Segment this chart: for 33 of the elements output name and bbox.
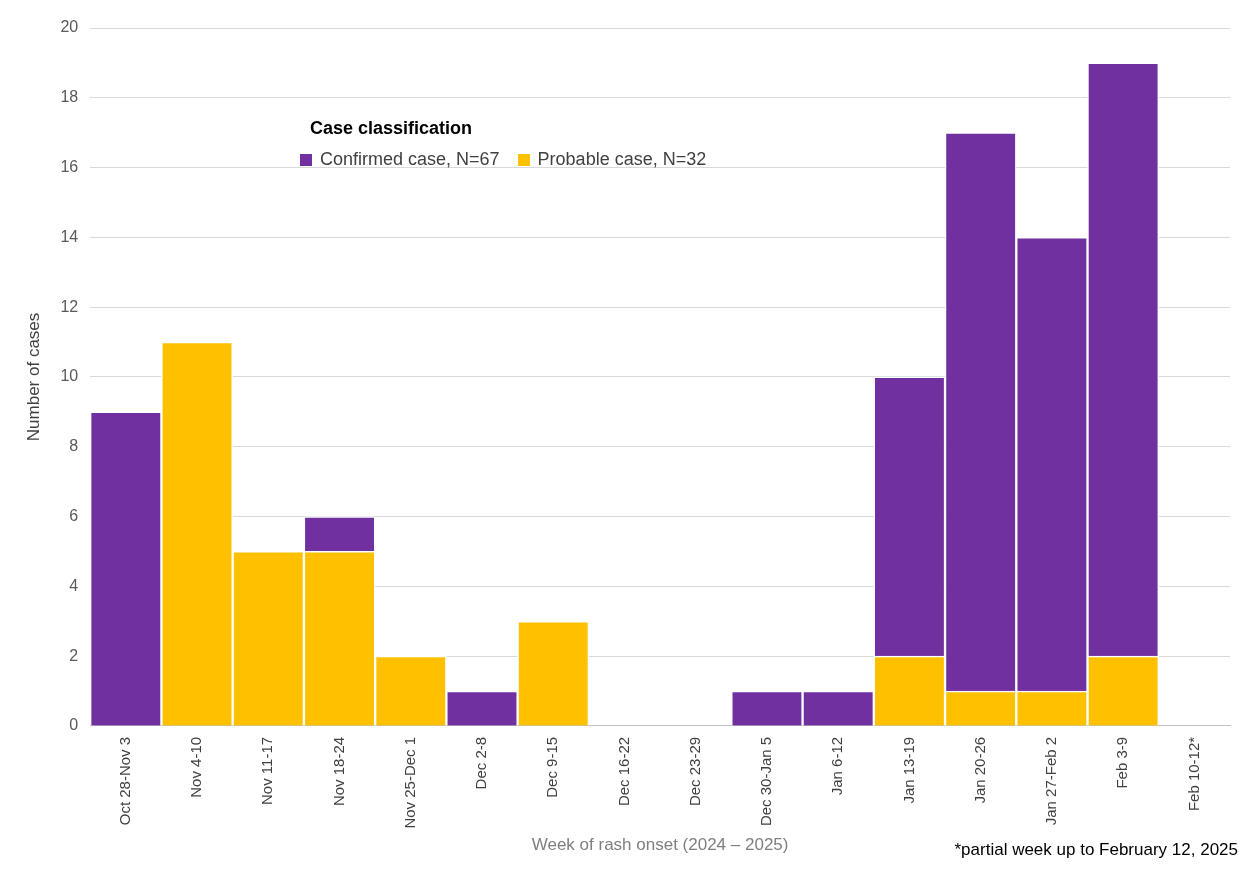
x-tick-label: Feb 3-9 bbox=[1113, 736, 1131, 789]
x-tick-label: Jan 27-Feb 2 bbox=[1042, 736, 1060, 826]
x-axis-title: Week of rash onset (2024 – 2025) bbox=[531, 835, 789, 855]
x-tick-label: Oct 28-Nov 3 bbox=[115, 736, 133, 826]
x-tick-label: Nov 11-17 bbox=[258, 736, 276, 805]
text: *partial week up to February 12, 2025 bbox=[954, 840, 1238, 860]
x-tick-label: Dec 2-8 bbox=[472, 736, 490, 790]
y-tick-label: 4 bbox=[69, 576, 79, 594]
y-tick-label: 0 bbox=[69, 716, 79, 734]
legend-label: Probable case, N=32 bbox=[537, 149, 707, 170]
x-tick-label: Nov 18-24 bbox=[329, 736, 347, 807]
x-tick-label: Nov 4-10 bbox=[187, 736, 205, 798]
y-tick-label: 12 bbox=[60, 297, 79, 315]
y-tick-label: 2 bbox=[69, 646, 79, 664]
y-tick-label: 6 bbox=[69, 506, 79, 524]
y-axis-title: Number of cases bbox=[23, 312, 43, 442]
x-tick-label: Dec 9-15 bbox=[543, 736, 561, 798]
legend-label: Confirmed case, N=67 bbox=[320, 149, 500, 170]
y-tick-label: 16 bbox=[60, 157, 79, 175]
y-tick-label: 18 bbox=[60, 88, 79, 106]
x-tick-label: Dec 30-Jan 5 bbox=[757, 736, 775, 827]
x-tick-label: Jan 6-12 bbox=[828, 736, 846, 796]
y-tick-label: 10 bbox=[60, 367, 79, 385]
x-tick-label: Dec 23-29 bbox=[685, 736, 703, 807]
y-tick-label: 20 bbox=[60, 18, 79, 36]
x-tick-label: Dec 16-22 bbox=[614, 736, 632, 807]
x-tick-label: Nov 25-Dec 1 bbox=[400, 736, 418, 829]
legend-title: Case classification bbox=[310, 118, 474, 139]
y-tick-label: 14 bbox=[60, 227, 79, 245]
y-tick-label: 8 bbox=[69, 437, 79, 455]
x-tick-label: Jan 20-26 bbox=[970, 736, 988, 804]
x-tick-label: Jan 13-19 bbox=[899, 736, 917, 804]
x-tick-label: Feb 10-12* bbox=[1184, 736, 1202, 812]
